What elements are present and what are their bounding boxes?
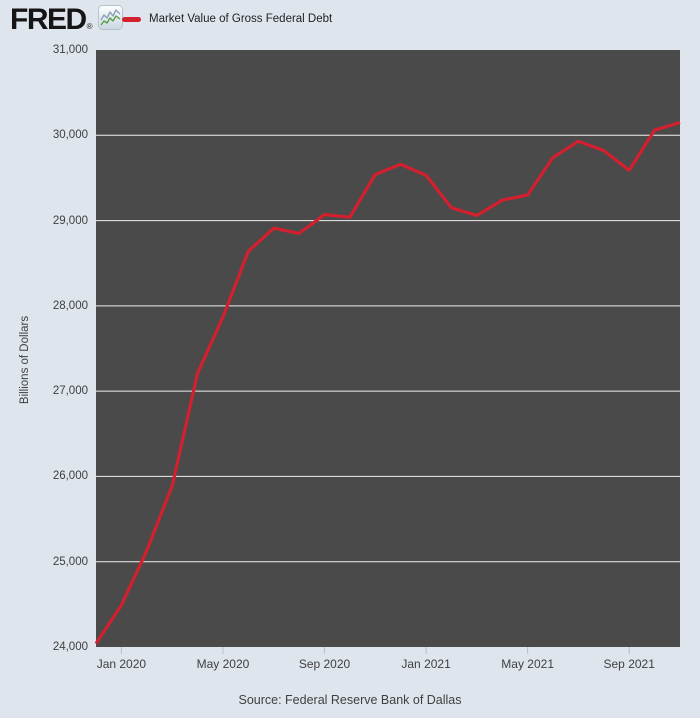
chart-header: FRED ® Market Value of Gross [0, 0, 700, 42]
y-tick-label: 27,000 [52, 385, 88, 398]
x-tick-label: Sep 2020 [298, 657, 351, 671]
registered-trademark-symbol: ® [86, 22, 93, 31]
x-tick-label: Sep 2021 [603, 657, 655, 671]
legend-series-swatch [122, 16, 141, 22]
y-tick-label: 25,000 [52, 555, 88, 568]
y-tick-label: 28,000 [52, 299, 88, 312]
x-tick-label: May 2021 [501, 657, 554, 671]
y-tick-label: 31,000 [52, 44, 88, 56]
chart-legend: Market Value of Gross Federal Debt [122, 13, 332, 25]
plot-background [96, 50, 680, 647]
y-tick-label: 29,000 [52, 214, 88, 227]
y-tick-label: 24,000 [52, 641, 88, 653]
x-tick-label: Jan 2021 [401, 657, 451, 671]
series-line[interactable] [94, 120, 681, 645]
x-tick-label: Jan 2020 [96, 657, 147, 671]
y-tick-label: 26,000 [52, 470, 88, 483]
fred-logo-text: FRED [10, 3, 87, 36]
fred-logo[interactable]: FRED ® [10, 4, 123, 36]
source-note: Source: Federal Reserve Bank of Dallas [238, 693, 462, 707]
y-tick-label: 30,000 [52, 129, 88, 142]
x-tick-label: May 2020 [196, 657, 250, 671]
y-axis-title: Billions of Dollars [19, 315, 31, 405]
legend-series-label: Market Value of Gross Federal Debt [149, 13, 333, 25]
